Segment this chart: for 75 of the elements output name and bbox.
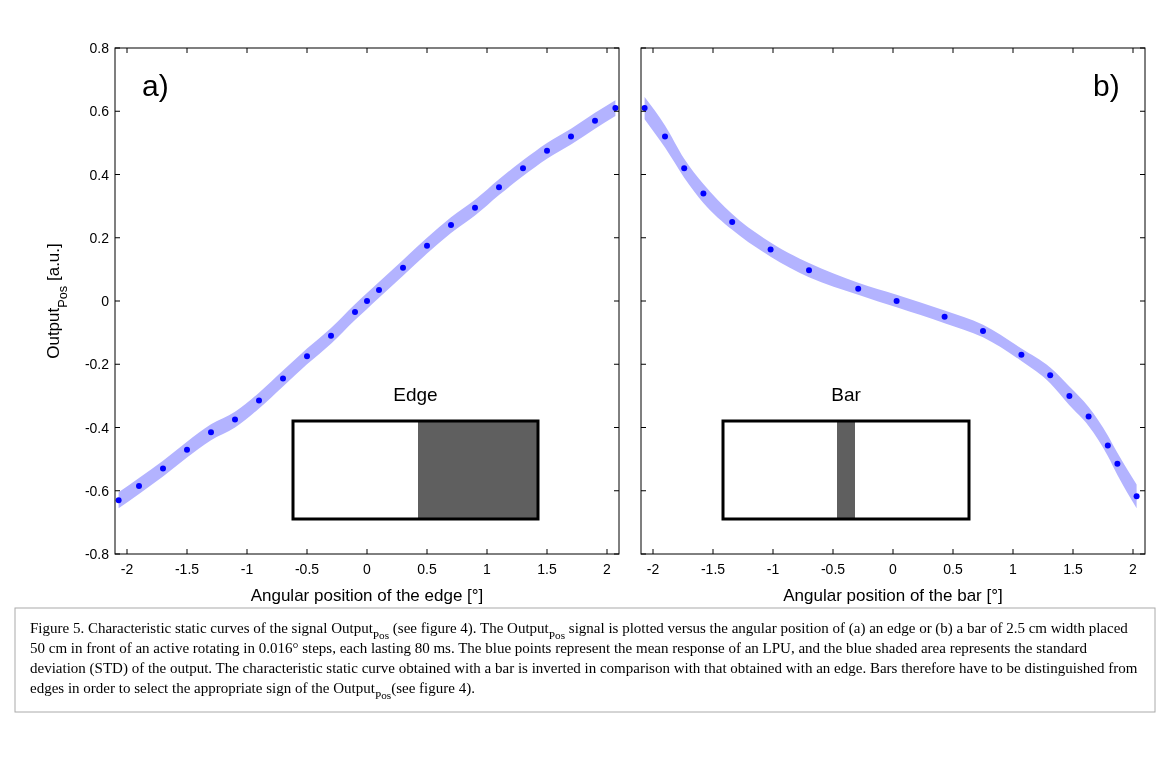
point bbox=[1047, 372, 1054, 379]
x-tick-label: 1 bbox=[1009, 561, 1018, 577]
point bbox=[1104, 442, 1111, 449]
point bbox=[1018, 351, 1025, 358]
text: Figure 5. Characteristic static curves of the signal Output$_{Pos}$ (see figure 4). The Output$_{Pos}$ signal is plotted versus the angular position of (a) an edge or (b) a bar of 2.5 cm width placed 50 cm in front of an active rotating in 0.016° steps, each lasting 80 ms. The blue points represent the mean response of an LPU, and the blue shaded area represents the standard deviation (STD) of the output. The characteristic static curve obtained with a bar is inverted in comparison with that obtained with an edge. Bars therefore have to be distinguished from edges in order to select the appropriate sign of the Output$_{Pos}$(see figure 4). bbox=[30, 620, 1138, 701]
point bbox=[280, 375, 286, 382]
point bbox=[767, 246, 774, 253]
point bbox=[544, 147, 550, 154]
x-tick-label: -2 bbox=[646, 561, 660, 577]
point bbox=[448, 222, 454, 229]
point bbox=[941, 313, 948, 320]
point bbox=[893, 298, 900, 304]
point bbox=[729, 218, 736, 225]
point bbox=[184, 446, 190, 453]
y-tick-label: -0.2 bbox=[84, 356, 110, 373]
x-tick-label: 0 bbox=[889, 561, 898, 577]
point bbox=[1085, 413, 1092, 420]
annotation: Bar bbox=[831, 384, 862, 405]
point bbox=[496, 184, 502, 191]
x-tick-label: 1.5 bbox=[537, 561, 557, 577]
point bbox=[424, 242, 430, 249]
point bbox=[352, 309, 358, 316]
x-tick-label: 1 bbox=[483, 561, 492, 577]
x-tick-label: 2 bbox=[1129, 561, 1138, 577]
y-tick-label: 0 bbox=[101, 293, 110, 309]
x-tick-label: -1.5 bbox=[700, 561, 726, 577]
point bbox=[364, 298, 370, 304]
point bbox=[980, 328, 986, 335]
x-tick-label: 1.5 bbox=[1063, 561, 1083, 577]
point bbox=[520, 165, 526, 172]
annotation: Edge bbox=[393, 384, 438, 405]
y-tick-label: -0.6 bbox=[84, 482, 110, 499]
x-tick-label: -1 bbox=[766, 561, 780, 577]
x-tick-label: -2 bbox=[120, 561, 134, 577]
point bbox=[1114, 460, 1121, 467]
point bbox=[1133, 493, 1140, 500]
point bbox=[328, 332, 334, 339]
x-tick-label: -0.5 bbox=[294, 561, 320, 577]
x-axis-title: Angular position of the bar [°] bbox=[783, 586, 1003, 605]
x-tick-label: 2 bbox=[603, 561, 612, 577]
y-tick-label: 0.2 bbox=[89, 229, 110, 246]
y-tick-label: -0.4 bbox=[84, 419, 110, 436]
point bbox=[304, 353, 310, 360]
x-tick-label: 0.5 bbox=[943, 561, 963, 577]
point bbox=[472, 204, 478, 211]
point bbox=[232, 416, 238, 423]
point bbox=[1066, 392, 1073, 399]
y-tick-label: 0.4 bbox=[89, 166, 110, 183]
point bbox=[208, 429, 214, 436]
point bbox=[592, 117, 598, 124]
annotation: a) bbox=[142, 69, 169, 102]
x-tick-label: -1.5 bbox=[174, 561, 200, 577]
point bbox=[136, 483, 142, 490]
point bbox=[681, 165, 688, 172]
point bbox=[612, 105, 619, 112]
point bbox=[568, 133, 574, 140]
x-tick-label: -1 bbox=[240, 561, 254, 577]
point bbox=[115, 497, 122, 504]
point bbox=[641, 105, 648, 112]
point bbox=[855, 285, 862, 292]
point bbox=[662, 133, 668, 140]
point bbox=[376, 286, 382, 293]
point bbox=[256, 397, 262, 404]
point bbox=[160, 465, 166, 472]
point bbox=[400, 264, 406, 271]
point bbox=[806, 267, 812, 274]
y-tick-label: 0.6 bbox=[89, 103, 110, 120]
x-tick-label: 0.5 bbox=[417, 561, 437, 577]
point bbox=[700, 190, 707, 197]
x-tick-label: 0 bbox=[363, 561, 372, 577]
annotation: b) bbox=[1093, 69, 1120, 102]
y-tick-label: 0.8 bbox=[89, 40, 110, 56]
x-axis-title: Angular position of the edge [°] bbox=[250, 586, 484, 605]
y-tick-label: -0.8 bbox=[84, 546, 110, 562]
x-tick-label: -0.5 bbox=[820, 561, 846, 577]
